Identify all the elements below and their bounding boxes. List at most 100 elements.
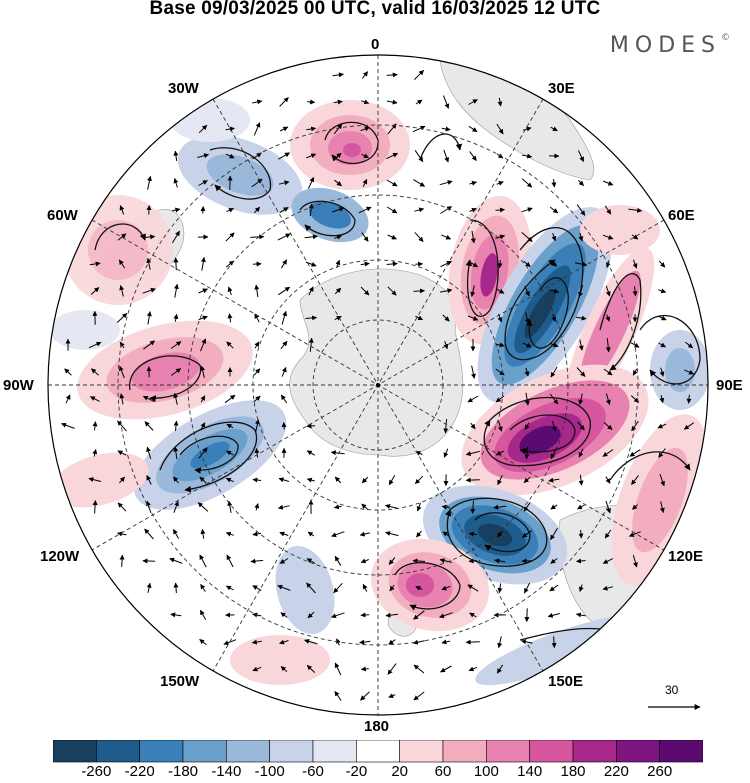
wind-arrow — [549, 584, 559, 592]
wind-arrow — [117, 420, 127, 432]
wind-arrow — [522, 126, 532, 132]
wind-arrow — [495, 234, 506, 240]
wind-arrow — [332, 207, 345, 213]
colorbar-swatch — [659, 740, 703, 763]
wind-arrow — [200, 528, 206, 539]
colorbar-tick-label: 140 — [517, 763, 543, 780]
wind-arrow — [225, 585, 234, 591]
wind-arrow — [252, 99, 263, 105]
wind-arrow — [413, 691, 425, 701]
wind-arrow — [173, 178, 179, 188]
wind-arrow — [385, 504, 399, 510]
wind-arrow — [252, 477, 262, 483]
wind-arrow — [361, 503, 369, 511]
wind-arrow — [551, 420, 557, 432]
wind-arrow — [497, 420, 503, 432]
wind-arrow — [465, 639, 480, 645]
wind-arrow — [360, 612, 370, 618]
wind-arrow — [306, 477, 315, 483]
wind-arrow — [88, 477, 102, 483]
wind-arrow — [605, 476, 611, 484]
wind-arrow — [362, 178, 368, 187]
wind-arrow — [603, 422, 613, 430]
wind-arrow — [602, 234, 614, 240]
wind-arrow — [252, 666, 262, 672]
lon-label-150e: 150E — [548, 673, 584, 690]
colorbar-tick-label: 220 — [603, 763, 629, 780]
wind-arrow — [578, 529, 584, 539]
wind-arrow — [631, 234, 639, 240]
wind-arrow — [280, 259, 288, 269]
wind-arrow — [524, 422, 530, 430]
wind-arrow — [468, 125, 478, 133]
wind-arrow — [281, 366, 287, 377]
wind-arrow — [470, 230, 476, 244]
wind-arrow — [333, 582, 343, 594]
wind-arrow — [281, 422, 287, 430]
wind-arrow — [226, 450, 234, 456]
wind-arrow — [116, 313, 128, 323]
wind-arrow — [441, 585, 451, 591]
wind-arrow — [495, 450, 504, 456]
wind-arrow — [413, 288, 425, 294]
wind-arrow — [143, 340, 156, 350]
colorbar-swatch — [399, 740, 444, 763]
wind-arrow — [578, 448, 584, 458]
wind-arrow — [632, 259, 638, 269]
wind-arrow — [412, 558, 426, 564]
wind-arrow — [279, 558, 289, 564]
modes-logo: MODES© — [609, 33, 730, 58]
wind-arrow — [330, 450, 345, 456]
wind-arrow — [89, 261, 101, 267]
wind-arrow — [523, 260, 531, 268]
wind-arrow — [307, 99, 316, 105]
colorbar-tick-label: 100 — [473, 763, 499, 780]
wind-arrow — [385, 612, 399, 618]
wind-arrow — [308, 337, 314, 352]
wind-arrow — [119, 554, 125, 567]
wind-arrow — [469, 180, 477, 186]
wind-arrow — [144, 528, 154, 540]
wind-arrow — [578, 180, 584, 186]
wind-arrow — [334, 315, 342, 321]
wind-arrow — [469, 208, 477, 213]
lon-label-60e: 60E — [668, 207, 695, 224]
wind-arrow — [304, 234, 318, 240]
wind-arrow — [118, 259, 126, 269]
wind-arrow — [89, 396, 100, 402]
wind-arrow — [359, 639, 371, 645]
wind-arrow — [495, 395, 505, 403]
wind-arrow — [628, 207, 643, 213]
wind-arrow — [61, 422, 75, 429]
wind-arrow — [416, 530, 422, 538]
wind-arrow — [306, 153, 317, 159]
lon-label-150w: 150W — [160, 673, 200, 690]
wind-arrow — [441, 639, 451, 645]
wind-arrow — [334, 476, 342, 484]
wind-arrow — [414, 232, 424, 242]
wind-arrow — [361, 99, 370, 105]
wind-arrow — [524, 392, 530, 406]
wind-arrow — [631, 420, 639, 432]
wind-arrow — [386, 206, 398, 214]
wind-arrow — [440, 260, 452, 268]
wind-arrow — [254, 448, 260, 458]
wind-arrow — [605, 314, 610, 322]
wind-arrow — [415, 586, 423, 591]
colorbar-tick-label: 20 — [391, 763, 408, 780]
wind-arrow — [524, 447, 530, 460]
wind-arrow — [659, 501, 665, 513]
wind-arrow — [496, 123, 504, 135]
wind-arrow — [497, 530, 503, 538]
wind-arrow — [388, 693, 396, 698]
colorbar-tick-label: -180 — [167, 763, 199, 780]
wind-arrow — [199, 639, 207, 645]
wind-arrow — [385, 531, 399, 537]
wind-arrow — [252, 531, 262, 537]
wind-arrow — [443, 418, 449, 434]
wind-arrow — [306, 558, 316, 564]
wind-arrow — [497, 260, 503, 269]
wind-arrow — [575, 612, 586, 618]
wind-arrow — [199, 554, 207, 568]
